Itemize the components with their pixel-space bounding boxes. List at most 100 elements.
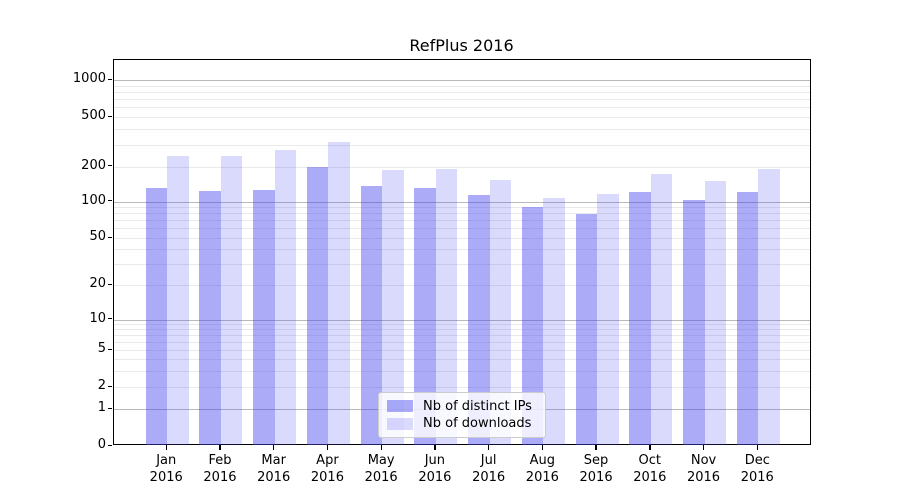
y-tick-label: 200 bbox=[81, 157, 106, 173]
x-tick-mark bbox=[488, 445, 490, 450]
y-tick-label: 100 bbox=[81, 192, 106, 208]
x-tick-mark bbox=[326, 445, 329, 450]
y-tick-mark bbox=[107, 318, 112, 320]
x-tick-label-may-2016: May 2016 bbox=[364, 453, 398, 485]
x-tick-mark bbox=[595, 445, 597, 450]
x-tick-label-aug-2016: Aug 2016 bbox=[525, 453, 559, 485]
plot-area bbox=[112, 59, 811, 445]
gridline-minor bbox=[113, 91, 810, 93]
bar-jul-2016-nb-of-downloads bbox=[489, 180, 512, 445]
legend-swatch-distinct-ips bbox=[387, 400, 413, 413]
bar-oct-2016-nb-of-downloads bbox=[650, 173, 673, 445]
x-tick-label-dec-2016: Dec 2016 bbox=[740, 453, 774, 485]
bar-dec-2016-nb-of-distinct-ips bbox=[736, 191, 759, 445]
gridline-major bbox=[113, 319, 810, 321]
y-tick-mark bbox=[107, 236, 112, 238]
gridline-minor bbox=[113, 117, 810, 118]
y-tick-label: 500 bbox=[81, 108, 106, 123]
bar-jan-2016-nb-of-downloads bbox=[167, 155, 189, 445]
x-tick-label-jul-2016: Jul 2016 bbox=[472, 453, 506, 485]
chart-title: RefPlus 2016 bbox=[409, 36, 514, 55]
bar-feb-2016-nb-of-downloads bbox=[220, 155, 243, 445]
x-tick-mark bbox=[380, 445, 382, 450]
bar-mar-2016-nb-of-downloads bbox=[274, 150, 297, 445]
bar-apr-2016-nb-of-distinct-ips bbox=[306, 166, 329, 445]
gridline-minor bbox=[113, 238, 810, 239]
y-tick-label: 50 bbox=[89, 229, 106, 244]
x-tick-mark bbox=[273, 445, 275, 450]
gridline-major bbox=[113, 201, 810, 203]
bar-aug-2016-nb-of-downloads bbox=[543, 197, 565, 445]
x-tick-mark bbox=[702, 445, 705, 450]
gridline-minor bbox=[113, 85, 810, 87]
y-tick-mark bbox=[107, 348, 112, 350]
bar-feb-2016-nb-of-distinct-ips bbox=[199, 191, 221, 445]
x-tick-label-nov-2016: Nov 2016 bbox=[686, 453, 721, 485]
gridline-minor bbox=[113, 207, 810, 209]
bar-may-2016-nb-of-distinct-ips bbox=[360, 185, 383, 445]
bar-nov-2016-nb-of-distinct-ips bbox=[683, 199, 705, 445]
bar-oct-2016-nb-of-distinct-ips bbox=[629, 192, 651, 445]
x-tick-label-jun-2016: Jun 2016 bbox=[418, 453, 452, 485]
bar-nov-2016-nb-of-downloads bbox=[704, 181, 727, 445]
bar-dec-2016-nb-of-downloads bbox=[758, 169, 780, 445]
legend-item-downloads: Nb of downloads bbox=[387, 417, 537, 430]
y-tick-mark bbox=[107, 385, 112, 387]
bar-jun-2016-nb-of-downloads bbox=[435, 169, 458, 445]
y-tick-mark bbox=[107, 78, 112, 80]
x-tick-mark bbox=[541, 445, 544, 450]
y-tick-label: 0 bbox=[97, 437, 106, 452]
bar-mar-2016-nb-of-distinct-ips bbox=[253, 189, 275, 445]
gridline-minor bbox=[113, 324, 810, 326]
bar-jun-2016-nb-of-distinct-ips bbox=[414, 187, 436, 445]
gridline-minor bbox=[113, 213, 810, 215]
gridline-minor bbox=[113, 264, 810, 266]
y-tick-mark bbox=[107, 165, 112, 167]
y-tick-mark bbox=[107, 115, 112, 117]
legend-item-distinct-ips: Nb of distinct IPs bbox=[387, 400, 537, 413]
x-tick-mark bbox=[165, 445, 167, 450]
y-tick-label: 1 bbox=[97, 400, 106, 415]
y-tick-mark bbox=[107, 407, 112, 409]
legend-label-distinct-ips: Nb of distinct IPs bbox=[423, 398, 532, 414]
x-tick-label-feb-2016: Feb 2016 bbox=[203, 453, 237, 485]
x-tick-label-oct-2016: Oct 2016 bbox=[633, 453, 667, 485]
gridline-minor bbox=[113, 341, 810, 343]
bar-sep-2016-nb-of-downloads bbox=[597, 194, 619, 445]
legend-swatch-downloads bbox=[387, 417, 413, 430]
gridline-minor bbox=[113, 129, 810, 131]
gridline-minor bbox=[113, 99, 810, 101]
bar-sep-2016-nb-of-distinct-ips bbox=[575, 213, 598, 445]
legend: Nb of distinct IPs Nb of downloads bbox=[378, 392, 546, 438]
x-tick-label-sep-2016: Sep 2016 bbox=[579, 453, 613, 485]
gridline-minor bbox=[113, 335, 810, 337]
bar-jul-2016-nb-of-distinct-ips bbox=[468, 195, 490, 445]
gridline-minor bbox=[113, 166, 810, 168]
gridline-minor bbox=[113, 107, 810, 109]
y-tick-mark bbox=[107, 200, 112, 202]
gridline-minor bbox=[113, 387, 810, 388]
gridline-minor bbox=[113, 329, 810, 331]
x-tick-mark bbox=[434, 445, 436, 450]
x-tick-mark bbox=[756, 445, 758, 450]
y-tick-label: 20 bbox=[89, 276, 106, 291]
gridline-minor bbox=[113, 144, 810, 146]
bar-aug-2016-nb-of-distinct-ips bbox=[521, 207, 544, 445]
y-tick-label: 5 bbox=[97, 341, 106, 356]
x-tick-mark bbox=[649, 445, 651, 450]
x-tick-label-apr-2016: Apr 2016 bbox=[310, 453, 344, 485]
y-tick-label: 2 bbox=[97, 378, 106, 393]
bar-may-2016-nb-of-downloads bbox=[382, 170, 404, 445]
gridline-minor bbox=[113, 228, 810, 230]
y-tick-label: 1000 bbox=[72, 71, 106, 86]
gridline-minor bbox=[113, 249, 810, 251]
y-tick-mark bbox=[107, 444, 112, 446]
legend-label-downloads: Nb of downloads bbox=[423, 416, 532, 432]
gridline-major bbox=[113, 80, 810, 81]
y-tick-mark bbox=[107, 283, 112, 285]
bar-jan-2016-nb-of-distinct-ips bbox=[145, 188, 168, 445]
y-tick-label: 10 bbox=[89, 310, 106, 326]
gridline-minor bbox=[113, 285, 810, 286]
x-tick-mark bbox=[219, 445, 221, 450]
